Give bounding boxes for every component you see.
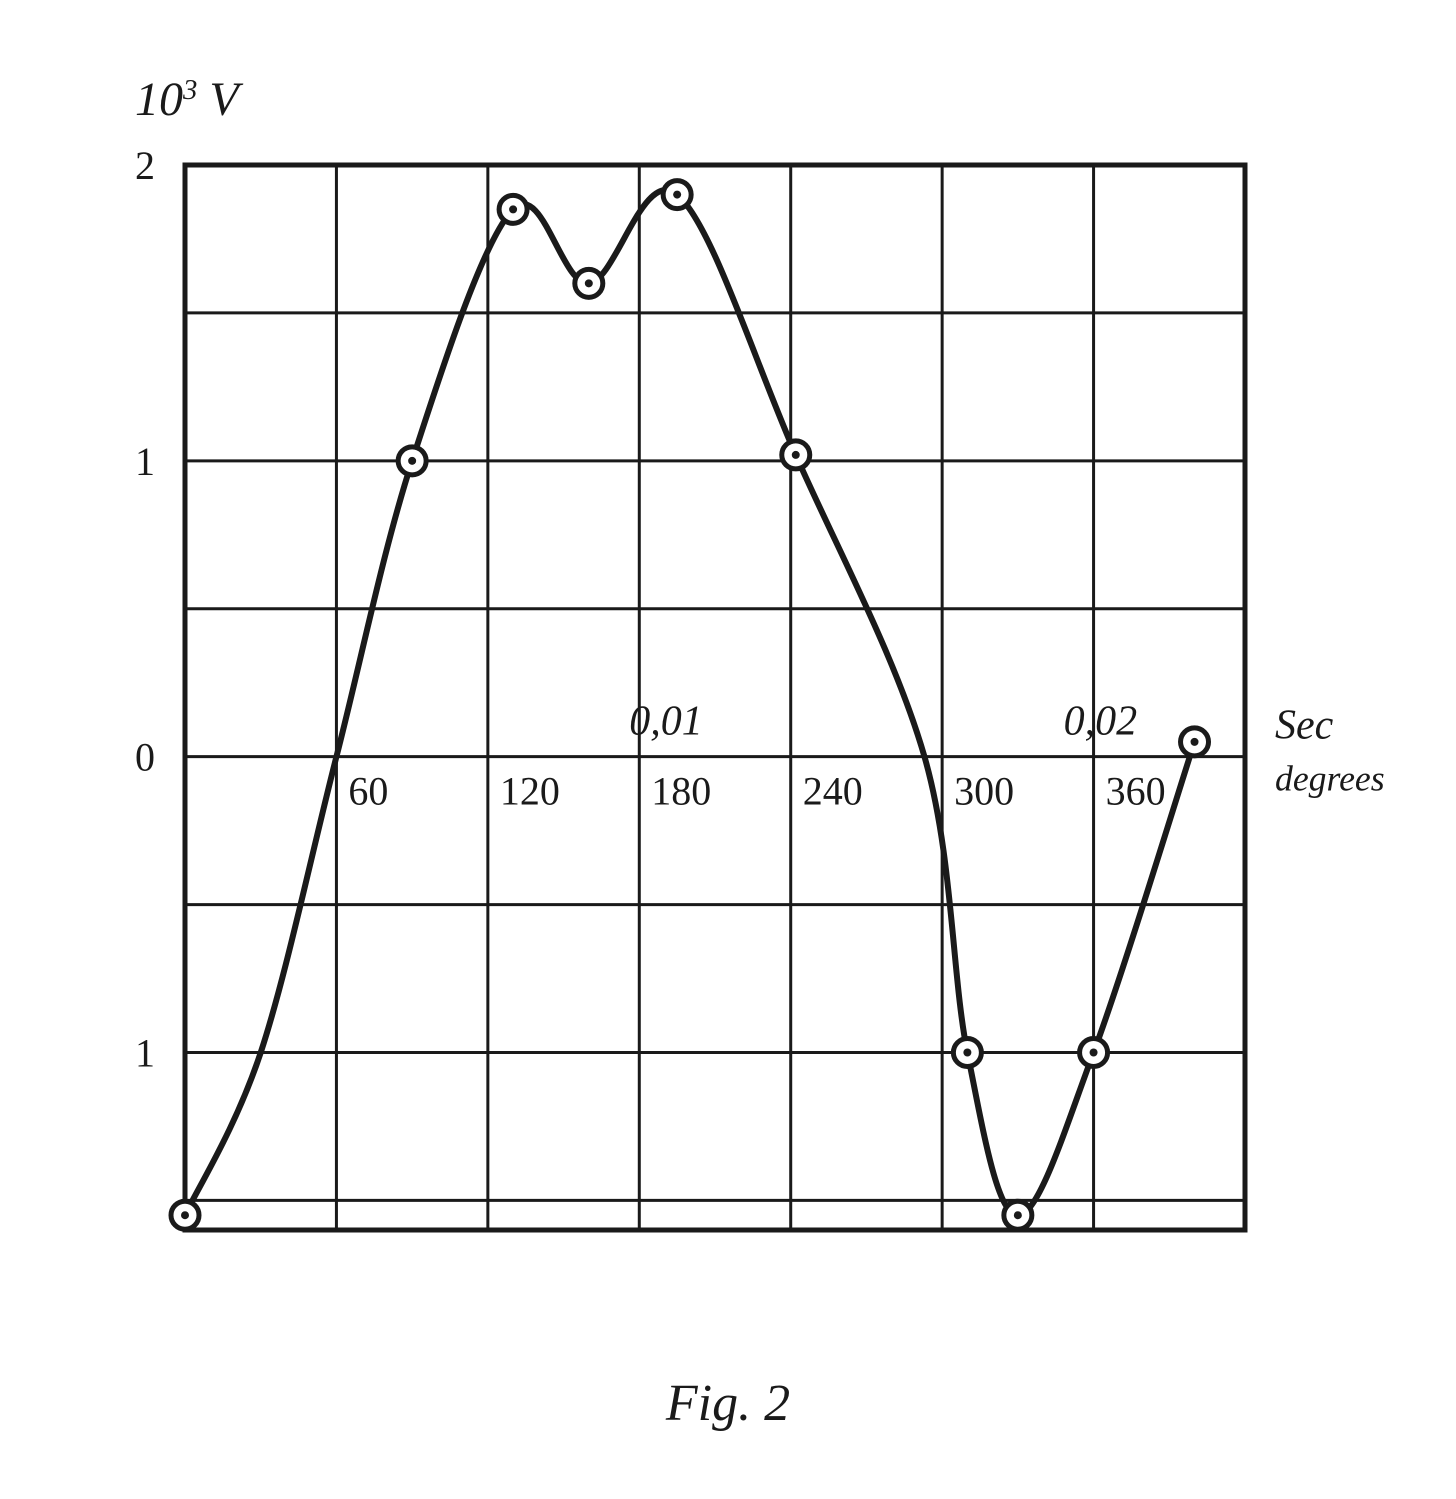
y-tick-label: 2 (135, 143, 155, 188)
data-marker-dot (1191, 738, 1199, 746)
x-axis-label-top: Sec (1275, 703, 1334, 749)
data-marker-dot (673, 191, 681, 199)
y-tick-label: 0 (135, 735, 155, 780)
data-marker-dot (792, 451, 800, 459)
x-tick-label: 60 (348, 769, 388, 814)
figure-caption: Fig. 2 (665, 1375, 790, 1432)
x-tick-label: 300 (954, 769, 1014, 814)
data-marker-dot (181, 1211, 189, 1219)
chart-svg: 103 V 2 1 0 1 60 120 180 240 300 360 0,01 0,02 Sec deg… (0, 0, 1456, 1499)
data-marker-dot (1014, 1211, 1022, 1219)
x-tick-label: 240 (803, 769, 863, 814)
data-marker-dot (1090, 1049, 1098, 1057)
data-marker-dot (585, 279, 593, 287)
chart-container: 103 V 2 1 0 1 60 120 180 240 300 360 0,01 0,02 Sec deg… (0, 0, 1456, 1499)
y-tick-label: 1 (135, 1031, 155, 1076)
x-annotation-2: 0,02 (1064, 699, 1138, 745)
y-tick-label: 1 (135, 439, 155, 484)
x-annotation-1: 0,01 (629, 699, 703, 745)
x-tick-label: 360 (1106, 769, 1166, 814)
data-marker-dot (963, 1049, 971, 1057)
x-tick-label: 120 (500, 769, 560, 814)
y-axis-label: 103 V (135, 73, 243, 126)
data-marker-dot (509, 205, 517, 213)
data-marker-dot (408, 457, 416, 465)
x-tick-label: 180 (651, 769, 711, 814)
x-axis-label-bottom: degrees (1275, 759, 1385, 799)
